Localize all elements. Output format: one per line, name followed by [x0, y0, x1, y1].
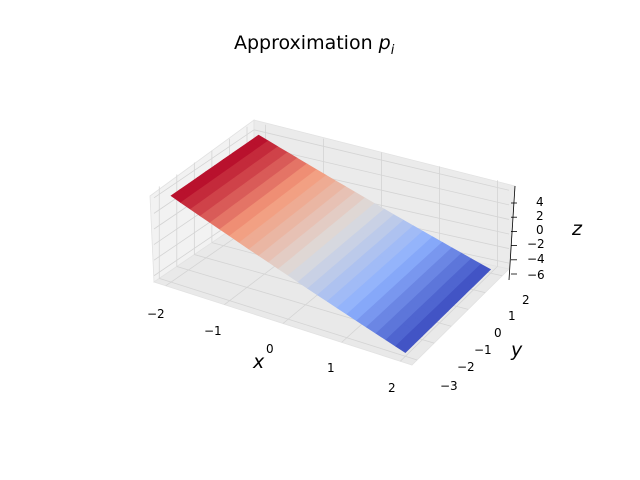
- z-tick-label: −4: [527, 252, 545, 266]
- y-tick-label: −2: [457, 360, 475, 374]
- z-tick-label: 0: [536, 223, 544, 237]
- x-axis-ticks: −2 −1 0 1 2: [147, 307, 396, 395]
- chart-title-text: Approximation: [234, 32, 373, 54]
- y-axis-ticks: −3 −2 −1 0 1 2: [440, 293, 530, 393]
- chart-title: Approximation pi: [234, 32, 395, 58]
- y-tick-label: 2: [522, 293, 530, 307]
- y-tick-label: −1: [474, 343, 492, 357]
- chart-title-subscript: i: [391, 43, 395, 58]
- z-axis-ticks: −6 −4 −2 0 2 4: [527, 195, 545, 282]
- x-tick-label: 0: [266, 342, 274, 356]
- surface-plot: [170, 134, 492, 353]
- grid-line: [399, 266, 498, 362]
- y-axis-label: y: [510, 339, 523, 361]
- x-tick-label: 2: [388, 381, 396, 395]
- chart-title-math: p: [378, 32, 391, 54]
- z-tick-label: −6: [527, 268, 545, 282]
- y-tick-label: 1: [508, 309, 516, 323]
- y-tick-label: 0: [494, 326, 502, 340]
- z-axis-line: [508, 185, 516, 281]
- grid-line: [253, 129, 510, 191]
- grid-line: [153, 129, 255, 199]
- x-tick-label: −1: [204, 324, 222, 338]
- x-tick-label: 1: [327, 361, 335, 375]
- surface-patch: [395, 337, 415, 353]
- z-tick-label: 2: [536, 209, 544, 223]
- z-axis-label: z: [571, 218, 583, 240]
- x-tick-label: −2: [147, 307, 165, 321]
- grid-line: [253, 145, 510, 206]
- z-tick-label: −2: [527, 237, 545, 251]
- x-axis-label: x: [252, 351, 265, 373]
- y-tick-label: −3: [440, 379, 458, 393]
- grid-line: [159, 278, 418, 361]
- z-tick-label: 4: [536, 195, 544, 209]
